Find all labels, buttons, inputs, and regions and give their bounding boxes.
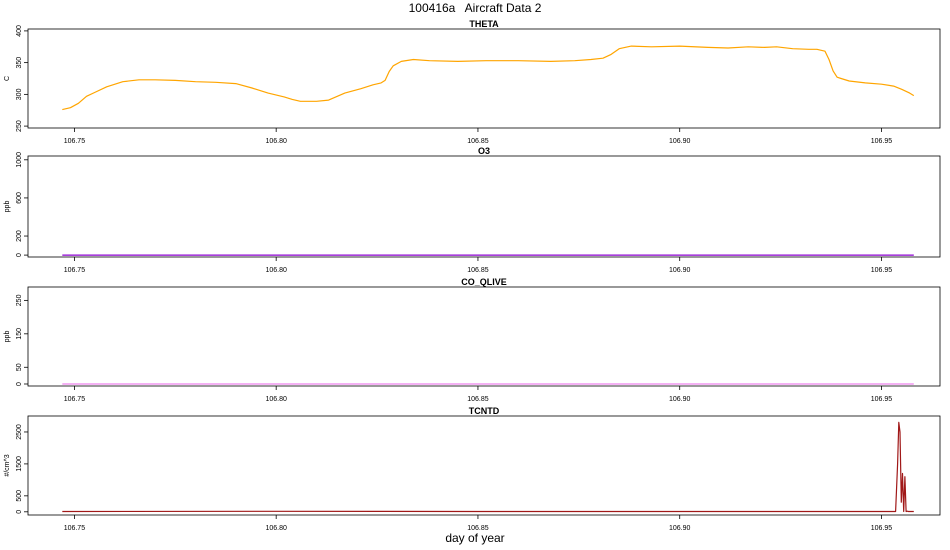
- y-tick-label: 0: [16, 382, 23, 386]
- x-tick-label: 106.90: [669, 138, 691, 145]
- panel-title: TCNTD: [469, 406, 500, 416]
- x-tick-label: 106.80: [265, 396, 287, 403]
- x-tick-label: 106.75: [64, 525, 86, 532]
- y-tick-label: 400: [16, 25, 23, 37]
- x-tick-label: 106.85: [467, 396, 489, 403]
- x-tick-label: 106.75: [64, 396, 86, 403]
- y-tick-label: 1000: [16, 152, 23, 168]
- panel-title: CO_QLIVE: [461, 277, 507, 287]
- page-title: 100416a Aircraft Data 2: [408, 1, 542, 15]
- x-axis-label: day of year: [445, 531, 505, 545]
- x-tick-label: 106.75: [64, 267, 86, 274]
- y-axis-label: ppb: [4, 331, 11, 343]
- y-tick-label: 0: [16, 510, 23, 514]
- y-tick-label: 350: [16, 57, 23, 69]
- plot-frame: [27, 415, 941, 516]
- y-tick-label: 0: [16, 253, 23, 257]
- panel-title: O3: [478, 146, 490, 156]
- plot-frame: [27, 155, 941, 258]
- y-tick-label: 500: [16, 490, 23, 502]
- y-tick-label: 200: [16, 230, 23, 242]
- x-tick-label: 106.95: [871, 396, 893, 403]
- panel-theta: THETA C 250 300 350 400 106.75 106.80 106.85 106.…: [4, 19, 941, 145]
- y-tick-label: 150: [16, 328, 23, 340]
- x-tick-label: 106.80: [265, 138, 287, 145]
- series-line: [62, 421, 914, 513]
- y-axis-label: #/cm^3: [4, 454, 11, 476]
- y-tick-label: 300: [16, 88, 23, 100]
- x-tick-label: 106.95: [871, 525, 893, 532]
- x-tick-label: 106.75: [64, 138, 86, 145]
- y-tick-label: 50: [16, 363, 23, 371]
- y-tick-label: 250: [16, 120, 23, 132]
- x-tick-label: 106.90: [669, 267, 691, 274]
- x-tick-label: 106.90: [669, 396, 691, 403]
- y-tick-label: 1500: [16, 456, 23, 472]
- x-tick-label: 106.80: [265, 267, 287, 274]
- x-tick-label: 106.85: [467, 525, 489, 532]
- y-tick-label: 600: [16, 192, 23, 204]
- panel-tcntd: TCNTD #/cm^3 0 500 1500 2500 106.75 106.80 106.8…: [4, 406, 941, 532]
- x-tick-label: 106.90: [669, 525, 691, 532]
- plot-frame: [27, 286, 941, 387]
- y-tick-label: 250: [16, 294, 23, 306]
- plot-frame: [27, 28, 941, 129]
- panel-o3: O3 ppb 0 200 600 1000 106.75 106.80 106.85 106.90…: [4, 146, 941, 274]
- x-tick-label: 106.95: [871, 138, 893, 145]
- x-tick-label: 106.80: [265, 525, 287, 532]
- y-axis-label: C: [4, 76, 11, 81]
- y-tick-label: 2500: [16, 424, 23, 440]
- x-tick-label: 106.85: [467, 267, 489, 274]
- x-tick-label: 106.95: [871, 267, 893, 274]
- panel-title: THETA: [469, 19, 499, 29]
- series-line: [62, 45, 915, 111]
- y-axis-label: ppb: [4, 201, 11, 213]
- x-tick-label: 106.85: [467, 138, 489, 145]
